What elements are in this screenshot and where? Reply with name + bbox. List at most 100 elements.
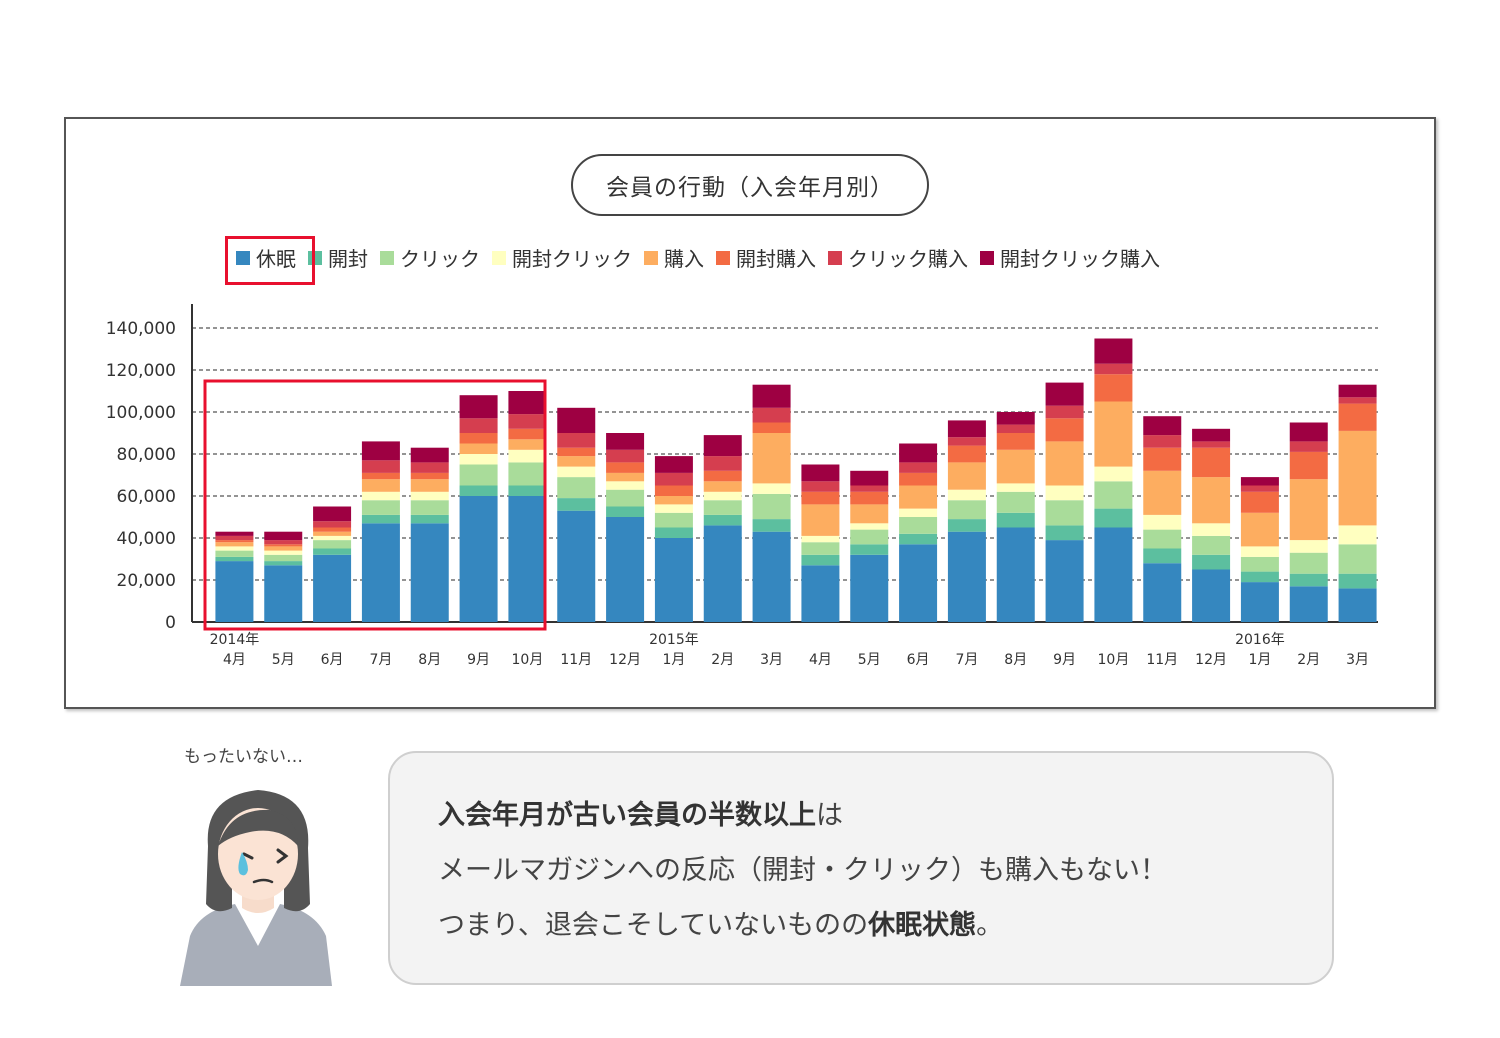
bar-segment [606, 506, 645, 517]
bar-segment [264, 531, 303, 541]
bar-segment [801, 481, 840, 492]
bar-segment [459, 395, 498, 419]
x-tick-label: 6月 [907, 652, 930, 668]
bar-segment [850, 523, 889, 530]
bar-segment [947, 437, 986, 446]
bar-segment [1240, 477, 1279, 486]
bar-segment [1338, 544, 1377, 574]
bubble-line-2: メールマガジンへの反応（開封・クリック）も購入もない！ [438, 855, 1167, 886]
y-tick-label: 20,000 [117, 571, 176, 591]
bar-segment [313, 531, 352, 536]
bar-segment [459, 418, 498, 433]
bar-segment [1240, 491, 1279, 513]
bar-segment [1143, 435, 1182, 448]
bar-segment [264, 554, 303, 562]
bar-segment [1094, 527, 1133, 622]
bar-segment [703, 435, 742, 457]
bar-segment [1094, 374, 1133, 402]
bar-segment [1143, 447, 1182, 471]
bar-segment [410, 462, 449, 473]
legend-item-open-click: 開封クリック [492, 243, 632, 272]
bar-segment [801, 464, 840, 482]
bar-segment [1192, 554, 1231, 570]
bar-segment [410, 523, 449, 622]
x-tick-label: 12月 [1195, 652, 1227, 668]
x-tick-label: 11月 [560, 652, 592, 668]
bar-segment [606, 462, 645, 473]
bar-segment [752, 433, 791, 484]
x-tick-label: 1月 [1248, 652, 1271, 668]
bar-segment [508, 428, 547, 440]
bar-segment [752, 483, 791, 494]
bar-segment [508, 485, 547, 496]
x-tick-label: 4月 [809, 652, 832, 668]
bubble-line-3-bold: 休眠状態 [868, 910, 977, 941]
bar-segment [459, 464, 498, 486]
bar-segment [508, 391, 547, 415]
bar-segment [410, 500, 449, 515]
bar-segment [899, 533, 938, 545]
legend-item-purchase: 購入 [644, 243, 704, 272]
bar-segment [850, 544, 889, 555]
bar-segment [1289, 479, 1328, 541]
worried-woman-illustration [180, 790, 332, 986]
bar-segment [1240, 571, 1279, 583]
note-text: もったいない… [184, 747, 303, 767]
legend-swatch [644, 250, 658, 265]
bar-segment [1289, 540, 1328, 553]
bar-segment [313, 535, 352, 541]
bar-segment [557, 407, 596, 433]
bar-segment [313, 548, 352, 555]
bar-segment [899, 517, 938, 534]
x-tick-label: 3月 [760, 652, 783, 668]
bar-segment [1192, 477, 1231, 524]
x-tick-label: 8月 [1004, 652, 1027, 668]
bar-segment [1045, 485, 1084, 501]
y-tick-label: 60,000 [117, 487, 176, 507]
legend-item-click-purchase: クリック購入 [828, 243, 968, 272]
bar-segment [1240, 546, 1279, 557]
bar-segment [1143, 514, 1182, 530]
bar-segment [264, 550, 303, 555]
x-tick-label: 4月 [223, 652, 246, 668]
bar-segment [557, 466, 596, 478]
bar-segment [654, 485, 693, 496]
bar-segment [606, 517, 645, 622]
bar-segment [1192, 428, 1231, 442]
bar-segment [410, 479, 449, 492]
legend-swatch [308, 250, 322, 265]
bar-segment [1192, 441, 1231, 448]
bar-segment [215, 542, 254, 547]
bar-segment [1143, 529, 1182, 549]
bar-segment [361, 479, 400, 492]
x-tick-label: 7月 [955, 652, 978, 668]
legend-label: 開封クリック購入 [1000, 247, 1160, 271]
legend-swatch [492, 250, 506, 265]
bar-segment [264, 565, 303, 622]
bubble-line-3-start: つまり、退会こそしていないものの [438, 910, 869, 941]
bar-segment [703, 491, 742, 501]
bar-segment [1143, 548, 1182, 564]
bar-segment [654, 527, 693, 538]
highlight-box [203, 379, 547, 631]
bar-segment [361, 472, 400, 480]
x-tick-label: 10月 [512, 652, 544, 668]
bar-segment [264, 544, 303, 547]
legend-item-dormant: 休眠 [236, 243, 296, 272]
bar-segment [947, 500, 986, 520]
bar-segment [703, 514, 742, 526]
legend-label: クリック [400, 247, 480, 271]
chart-title: 会員の行動（入会年月別） [571, 154, 929, 216]
bar-segment [1192, 535, 1231, 555]
bar-segment [996, 527, 1035, 622]
bubble-line-1-rest: は [816, 800, 843, 831]
bar-segment [1338, 384, 1377, 398]
bar-segment [996, 512, 1035, 528]
bar-segment [654, 512, 693, 528]
bar-segment [459, 496, 498, 622]
bar-segment [947, 519, 986, 532]
y-tick-label: 40,000 [117, 529, 176, 549]
bar-segment [264, 546, 303, 551]
bar-segment [654, 538, 693, 622]
bar-segment [1338, 403, 1377, 431]
